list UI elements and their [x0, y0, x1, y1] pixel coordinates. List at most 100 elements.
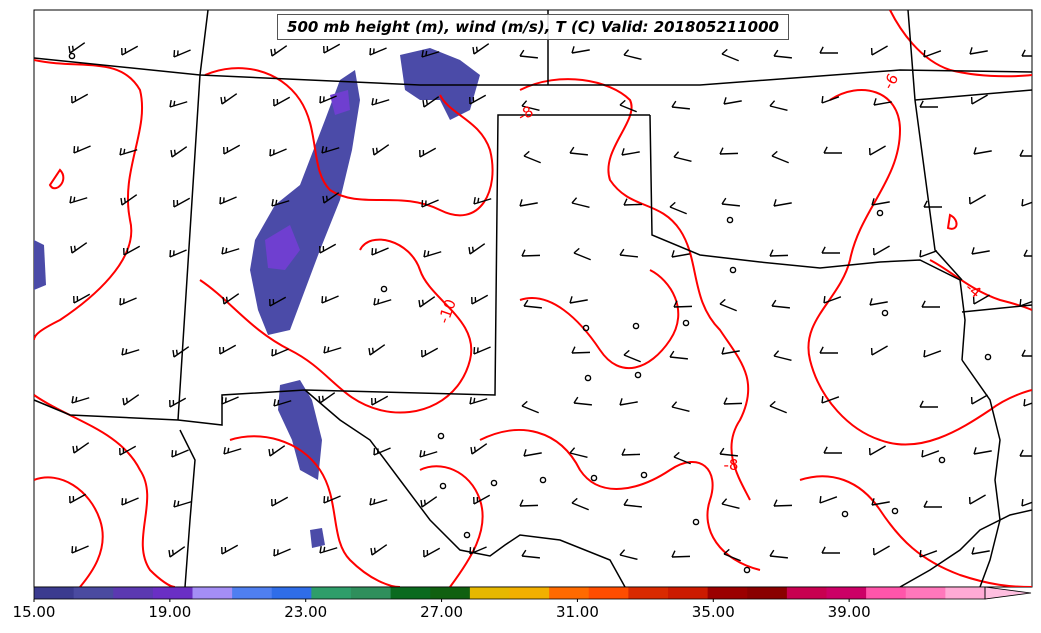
wind-barb [773, 350, 792, 362]
wind-barb [723, 548, 741, 562]
station-marker [632, 322, 640, 330]
wind-barb [819, 46, 838, 54]
wind-barb [323, 43, 341, 54]
wind-barb [473, 196, 492, 205]
station-marker [539, 476, 547, 484]
station-marker [938, 456, 946, 464]
wind-barb [1019, 298, 1032, 307]
wind-barb [821, 95, 840, 104]
wind-barb [319, 243, 337, 254]
colorbar-tick-label: 27.00 [420, 603, 464, 621]
wind-barb [671, 100, 690, 110]
wind-barb [919, 549, 938, 558]
wind-barb [172, 346, 190, 358]
wind-barb [921, 300, 940, 308]
wind-barb [721, 498, 740, 510]
colorbar-segment [271, 587, 312, 599]
wind-barb [269, 296, 287, 307]
station-marker [590, 474, 598, 482]
wind-barb [569, 296, 588, 304]
wind-barb [723, 97, 742, 105]
wind-barb [370, 544, 388, 556]
wind-barb [671, 401, 690, 413]
wind-barb [973, 147, 992, 155]
colorbar-tick-label: 31.00 [555, 603, 599, 621]
wind-barb [418, 296, 436, 308]
colorbar-extend-arrow [984, 586, 1032, 600]
wind-barb [221, 396, 239, 405]
wind-barb [471, 294, 489, 305]
wind-barb [269, 148, 287, 157]
wind-barb [870, 45, 888, 56]
colorbar-segment [549, 587, 590, 599]
wind-barb [169, 99, 188, 108]
wind-barb [223, 446, 242, 455]
colorbar-segment [786, 587, 827, 599]
station-markers [68, 52, 992, 574]
wind-barb [318, 392, 336, 404]
wind-barb [120, 194, 138, 206]
colorbar-segment [668, 587, 709, 599]
wind-barb [122, 394, 140, 406]
wind-barb [519, 499, 539, 507]
wind-barb [921, 449, 940, 458]
wind-barb [719, 447, 738, 457]
station-marker [634, 371, 642, 379]
wind-barb [871, 198, 890, 206]
wind-barb [821, 246, 840, 254]
temp-contour [519, 78, 751, 501]
wind-barb [71, 545, 89, 554]
wind-barb [319, 545, 338, 554]
temp-contour [946, 213, 958, 230]
wind-barb [368, 344, 386, 356]
wind-barb [221, 246, 240, 255]
colorbar-tick-label: 23.00 [284, 603, 328, 621]
station-marker [881, 309, 889, 317]
wind-barb [521, 549, 540, 559]
wind-barb [169, 249, 187, 258]
wind-barb [171, 449, 189, 458]
wind-barb [422, 96, 440, 108]
wind-barb [273, 548, 291, 557]
wind-barb [721, 48, 739, 62]
shaded-region-north [400, 48, 480, 120]
temp-contour [929, 259, 1032, 311]
wind-barb [69, 493, 87, 504]
wind-barb [469, 94, 487, 105]
wind-barb [423, 547, 441, 558]
wind-barb [169, 397, 187, 408]
wind-barb [573, 396, 592, 406]
wind-barb [219, 344, 237, 355]
map-title: 500 mb height (m), wind (m/s), T (C) Val… [277, 14, 789, 40]
shaded-region-west-edge [34, 240, 46, 290]
wind-barb [323, 495, 341, 504]
wind-barb [271, 496, 289, 507]
wind-barb [319, 95, 337, 104]
wind-barb [523, 299, 542, 309]
colorbar-segment [905, 587, 946, 599]
station-marker [726, 216, 734, 224]
wind-barb [723, 397, 743, 405]
colorbar-tick-label: 35.00 [691, 603, 735, 621]
wind-barb [371, 395, 389, 406]
station-marker [682, 319, 690, 327]
colorbar-tick-label: 39.00 [827, 603, 871, 621]
wind-barb [519, 49, 538, 59]
station-marker [640, 471, 648, 479]
wind-barb [373, 447, 391, 456]
wind-barb [971, 547, 990, 555]
wind-barb [623, 349, 641, 363]
wind-barb [1023, 398, 1032, 407]
wind-barb [823, 295, 842, 304]
wind-barb [273, 96, 291, 107]
colorbar-segment [469, 587, 510, 599]
wind-barb [421, 347, 439, 358]
wind-barb [773, 499, 793, 507]
wind-barb [968, 494, 986, 505]
colorbar-segment [945, 587, 986, 599]
wind-barb [872, 545, 890, 556]
wind-barb [521, 400, 539, 414]
station-marker [437, 432, 445, 440]
temp-contour [34, 476, 104, 587]
wind-barb [970, 394, 988, 405]
